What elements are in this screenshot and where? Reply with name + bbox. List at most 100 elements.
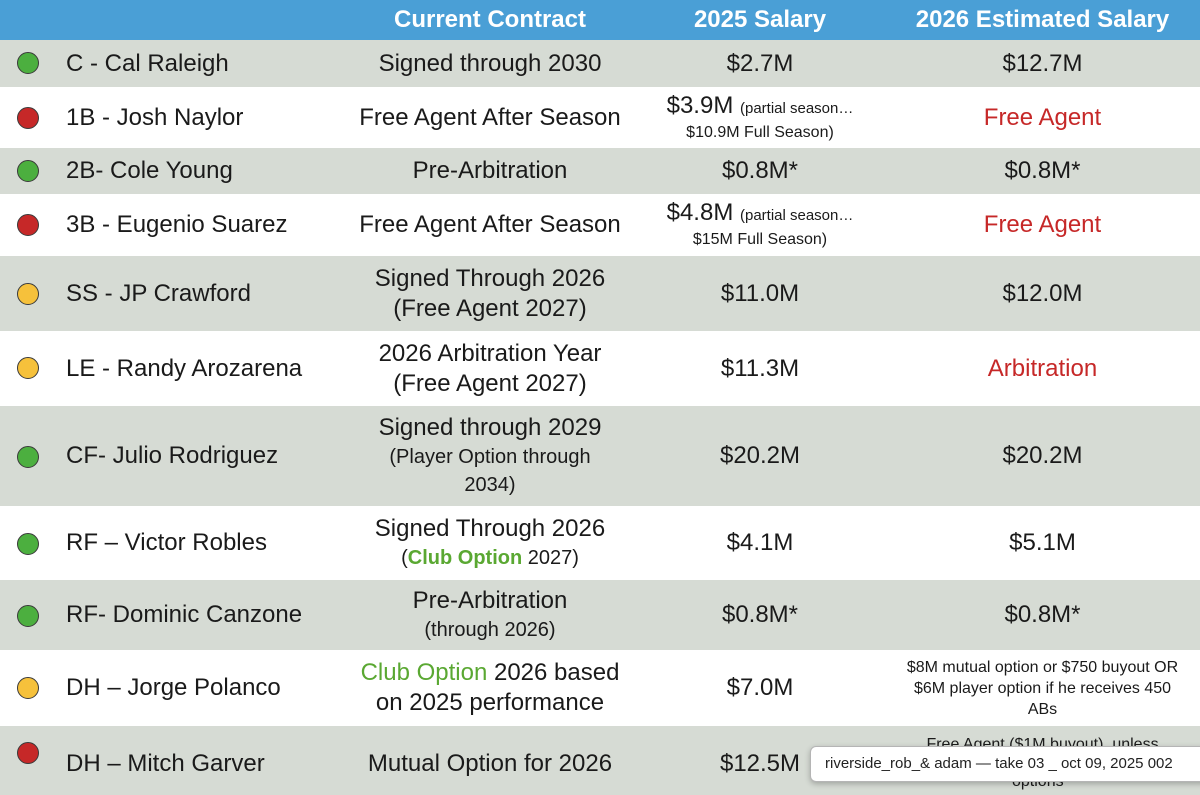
salary-2025: $12.5M (719, 750, 801, 777)
contract-cell: 2026 Arbitration Year (Free Agent 2027) (350, 332, 630, 405)
salary-2026: $12.7M (1002, 49, 1083, 77)
player-name: 1B - Josh Naylor (66, 104, 244, 131)
salary-2025: $20.2M (719, 442, 801, 469)
salary-2026: Arbitration (987, 354, 1098, 382)
salary-sub: $10.9M Full Season) (686, 123, 834, 141)
club-option-label: Club Option (360, 659, 488, 686)
header-salary-2025: 2025 Salary (693, 6, 827, 33)
table-row: 2B- Cole Young Pre-Arbitration $0.8M* $0… (0, 147, 1200, 194)
salary-2025: $0.8M* (721, 157, 799, 184)
header-salary-2026: 2026 Estimated Salary (915, 6, 1170, 33)
table-row: 3B - Eugenio Suarez Free Agent After Sea… (0, 194, 1200, 255)
status-green-icon (17, 52, 39, 74)
table-row: 1B - Josh Naylor Free Agent After Season… (0, 88, 1200, 147)
status-red-icon (17, 214, 39, 236)
contract-cell: Pre-Arbitration (through 2026) (350, 580, 630, 650)
status-red-icon (17, 742, 39, 764)
contract-pre: ( (401, 547, 408, 569)
table-row: C - Cal Raleigh Signed through 2030 $2.7… (0, 40, 1200, 87)
contract-line: Signed Through 2026 (374, 515, 606, 542)
contract-cell: Club Option 2026 based on 2025 performan… (350, 651, 630, 725)
status-yellow-icon (17, 677, 39, 699)
contract-cell: Signed through 2030 (350, 40, 630, 87)
contract-post: 2027) (522, 547, 579, 569)
salary-2026: $20.2M (1002, 442, 1083, 469)
salary-2025: $4.8M (partial season… $15M Full Season) (640, 195, 880, 255)
salary-2026: $12.0M (1002, 279, 1083, 307)
status-green-icon (17, 533, 39, 555)
salary-2026: $0.8M* (1004, 601, 1081, 628)
player-name: RF – Victor Robles (66, 529, 267, 556)
player-name: RF- Dominic Canzone (66, 601, 303, 628)
contract-line: Pre-Arbitration (412, 587, 568, 614)
salary-note: (partial season… (739, 206, 854, 224)
contract-cell: Mutual Option for 2026 (350, 726, 630, 795)
table-header: Current Contract 2025 Salary 2026 Estima… (0, 0, 1200, 40)
contract-line: Signed Through 2026 (374, 264, 606, 292)
contract-line: Pre-Arbitration (412, 157, 568, 184)
salary-2025: $4.1M (726, 529, 794, 556)
player-name: C - Cal Raleigh (66, 49, 229, 77)
salary-2025: $2.7M (726, 49, 794, 77)
contract-post: 2026 based (487, 659, 620, 686)
salary-2025: $7.0M (726, 674, 794, 701)
contract-cell: Signed Through 2026 (Free Agent 2027) (350, 256, 630, 331)
status-green-icon (17, 605, 39, 627)
contract-line: Free Agent After Season (359, 211, 621, 238)
salary-2026: $5.1M (1009, 529, 1076, 556)
salary-note: (partial season… (739, 99, 854, 117)
table-row: SS - JP Crawford Signed Through 2026 (Fr… (0, 255, 1200, 331)
status-yellow-icon (17, 283, 39, 305)
contract-cell: Signed through 2029 (Player Option throu… (350, 406, 630, 506)
player-name: CF- Julio Rodriguez (66, 442, 279, 469)
contract-line: (Player Option through (389, 446, 591, 468)
contract-cell: Signed Through 2026 (Club Option 2027) (350, 507, 630, 579)
club-option-label: Club Option (407, 547, 523, 569)
filename-tooltip: riverside_rob_& adam — take 03 _ oct 09,… (810, 746, 1200, 782)
contract-cell: Free Agent After Season (350, 89, 630, 147)
table-row: LE - Randy Arozarena 2026 Arbitration Ye… (0, 331, 1200, 405)
salary-2026: $8M mutual option or $750 buyout OR $6M … (890, 651, 1195, 725)
salary-value: $4.8M (666, 198, 734, 226)
contract-line: (through 2026) (424, 619, 556, 641)
player-name: DH – Mitch Garver (66, 750, 265, 777)
contract-line: (Free Agent 2027) (393, 294, 587, 322)
status-green-icon (17, 446, 39, 468)
estimate-line: ABs (1027, 700, 1058, 718)
salary-2025: $0.8M* (721, 601, 799, 628)
table-row: CF- Julio Rodriguez Signed through 2029 … (0, 405, 1200, 506)
estimate-line: $6M player option if he receives 450 (913, 679, 1172, 697)
table-row: RF- Dominic Canzone Pre-Arbitration (thr… (0, 579, 1200, 650)
player-name: 2B- Cole Young (66, 157, 233, 184)
header-contract: Current Contract (393, 6, 586, 33)
contract-line: Mutual Option for 2026 (367, 750, 613, 777)
estimate-line: $8M mutual option or $750 buyout OR (906, 658, 1179, 676)
salary-2026: Free Agent (983, 211, 1102, 238)
contract-line: Signed through 2030 (378, 49, 602, 77)
salary-sub: $15M Full Season) (692, 230, 828, 248)
player-name: SS - JP Crawford (66, 279, 251, 307)
salary-2025: $11.3M (720, 354, 800, 382)
status-green-icon (17, 160, 39, 182)
contract-line: Signed through 2029 (378, 414, 602, 441)
contract-line: 2034) (464, 474, 516, 496)
table-row: DH – Jorge Polanco Club Option 2026 base… (0, 650, 1200, 725)
contract-line: Free Agent After Season (359, 104, 621, 131)
table-row: RF – Victor Robles Signed Through 2026 (… (0, 506, 1200, 579)
contract-line: (Free Agent 2027) (393, 369, 587, 397)
player-name: 3B - Eugenio Suarez (66, 211, 288, 238)
contract-cell: Free Agent After Season (350, 195, 630, 255)
contract-line: 2026 Arbitration Year (378, 339, 602, 367)
salary-2025: $11.0M (720, 279, 800, 307)
contract-cell: Pre-Arbitration (350, 148, 630, 194)
player-name: LE - Randy Arozarena (66, 354, 303, 382)
salary-2026: Free Agent (983, 104, 1102, 131)
status-yellow-icon (17, 357, 39, 379)
contract-line: on 2025 performance (375, 689, 605, 716)
salary-2026: $0.8M* (1004, 157, 1081, 184)
salary-2025: $3.9M (partial season… $10.9M Full Seaso… (640, 89, 880, 147)
status-red-icon (17, 107, 39, 129)
salary-value: $3.9M (666, 91, 734, 119)
player-name: DH – Jorge Polanco (66, 674, 281, 701)
